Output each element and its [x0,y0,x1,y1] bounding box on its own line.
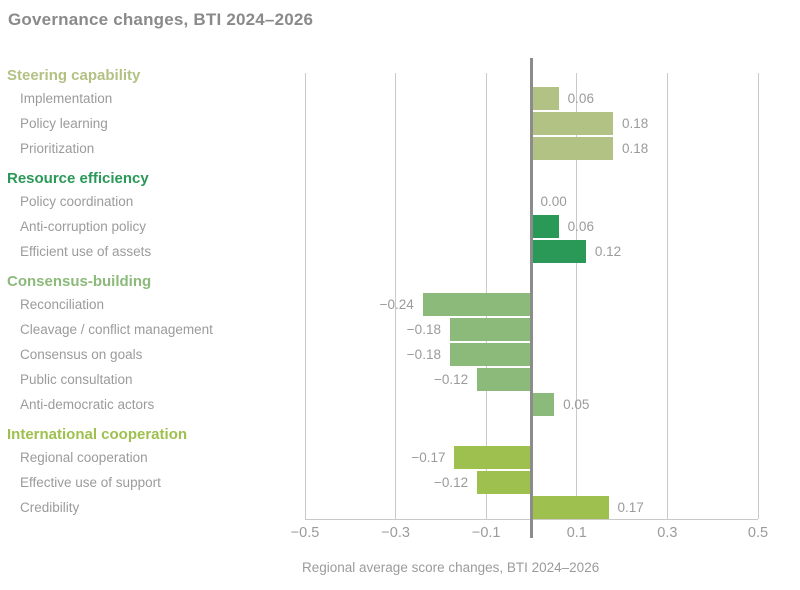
value-label: 0.06 [567,219,594,234]
bar [454,446,532,469]
bar [449,343,532,366]
category-label: Anti-corruption policy [20,219,147,234]
value-label: 0.18 [622,116,649,131]
gridline [395,73,397,519]
category-label: Reconciliation [20,297,105,312]
x-axis-title: Regional average score changes, BTI 2024… [302,560,600,575]
x-tick-label: −0.5 [290,525,320,541]
gridline [576,73,578,519]
category-label: Cleavage / conflict management [20,322,213,337]
category-label: Consensus on goals [20,347,143,362]
x-tick-label: −0.3 [381,525,410,541]
category-label: Policy coordination [20,194,134,209]
x-tick-label: 0.3 [657,525,678,541]
category-label: Policy learning [20,116,108,131]
gridline [666,73,668,519]
category-label: Regional cooperation [20,450,148,465]
value-label: 0.17 [617,500,644,515]
value-label: −0.18 [406,347,441,362]
category-label: Prioritization [20,141,95,156]
category-label: Credibility [20,500,80,515]
value-label: −0.24 [379,297,414,312]
group-header: Resource efficiency [7,170,149,187]
value-label: 0.00 [540,194,567,209]
bar [449,318,532,341]
x-tick-label: 0.1 [566,525,587,541]
group-header: Steering capability [7,67,141,84]
bar [422,293,532,316]
bar [531,87,559,110]
group-header: International cooperation [7,426,188,443]
category-label: Implementation [20,91,113,106]
bar [531,215,559,238]
value-label: 0.12 [594,244,622,259]
bar [531,112,614,135]
zero-baseline [530,58,533,538]
value-label: 0.06 [567,91,594,106]
chart-title: Governance changes, BTI 2024–2026 [8,10,314,29]
bar [531,240,586,263]
x-tick-label: 0.5 [747,525,769,541]
value-label: −0.12 [433,475,469,490]
x-tick-label: −0.1 [471,525,501,541]
value-label: 0.18 [622,141,649,156]
bar [477,368,532,391]
value-label: −0.12 [433,372,469,387]
bar [531,393,555,416]
value-label: 0.05 [563,397,590,412]
gridline [757,73,759,519]
category-label: Public consultation [20,372,133,387]
gridline [304,73,306,519]
bar [477,471,532,494]
bar [531,137,614,160]
bar [531,496,609,519]
value-label: −0.17 [411,450,446,465]
category-label: Effective use of support [20,475,161,490]
value-label: −0.18 [406,322,441,337]
group-header: Consensus-building [7,273,152,290]
category-label: Efficient use of assets [20,244,152,259]
category-label: Anti-democratic actors [20,397,155,412]
